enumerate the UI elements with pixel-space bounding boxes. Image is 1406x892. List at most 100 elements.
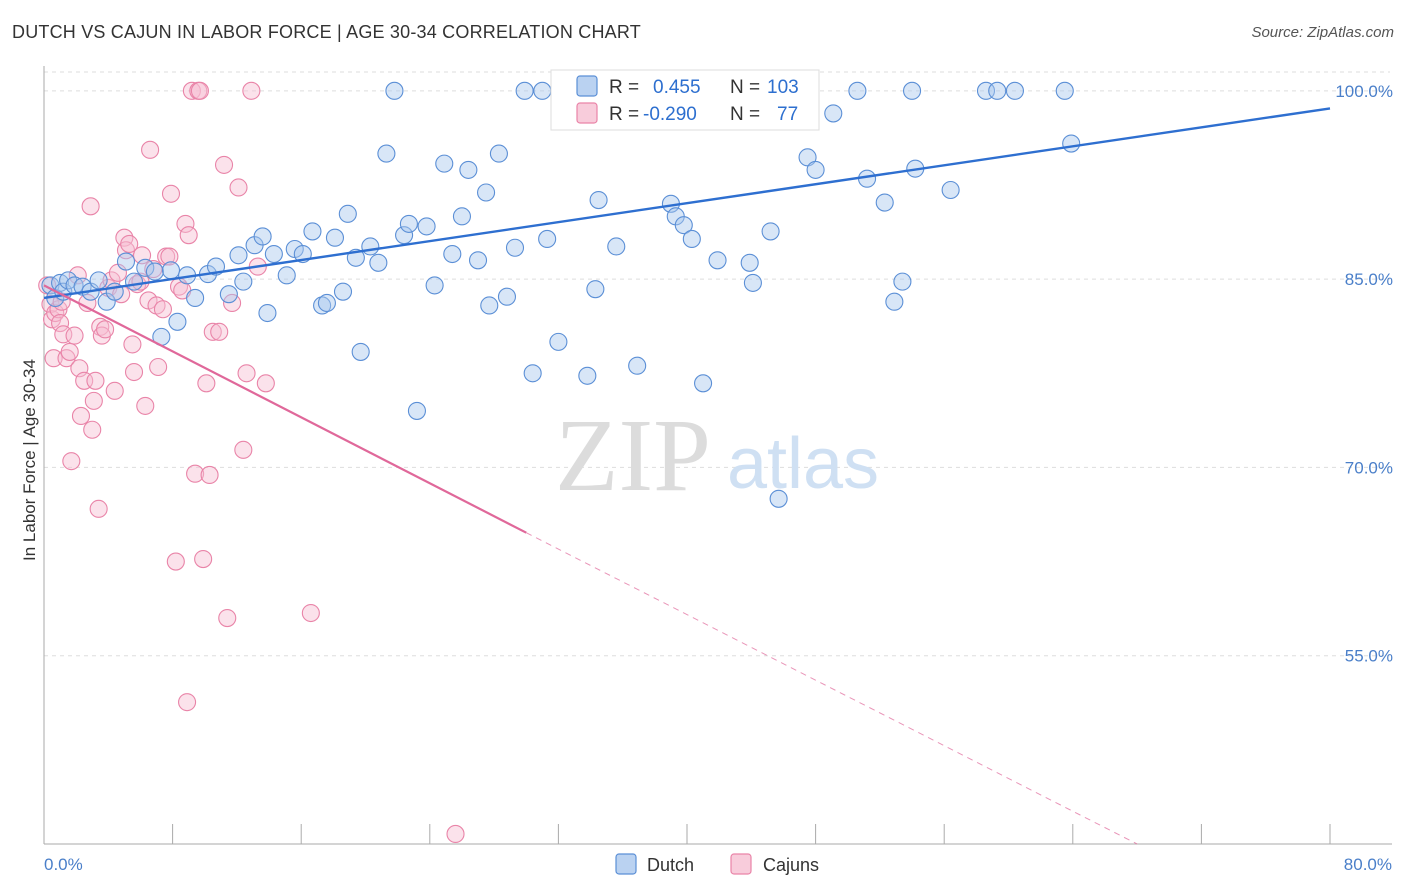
- dutch-point-24: [234, 272, 253, 291]
- legend-cajun-n-label: N =: [730, 104, 760, 125]
- dutch-point-42: [377, 144, 396, 163]
- dutch-point-35: [325, 228, 345, 247]
- cajun-point-19: [83, 420, 102, 439]
- dutch-point-14: [145, 262, 164, 281]
- dutch-point-45: [399, 214, 418, 233]
- dutch-point-94: [902, 81, 922, 100]
- cajun-point-34: [123, 335, 142, 354]
- cajun-point-68: [237, 364, 256, 383]
- dutch-point-59: [515, 81, 534, 100]
- cajun-point-6: [51, 314, 70, 333]
- dutch-point-17: [168, 312, 187, 331]
- cajun-point-45: [153, 300, 173, 319]
- dutch-point-101: [1062, 134, 1081, 153]
- dutch-point-41: [369, 253, 388, 272]
- dutch-point-40: [361, 237, 380, 256]
- cajun-point-3: [44, 349, 63, 368]
- cajun-point-13: [68, 266, 87, 285]
- legend-cajun-r-label: R =: [609, 104, 639, 125]
- dutch-point-8: [89, 271, 108, 290]
- cajun-point-58: [194, 550, 213, 569]
- dutch-point-28: [264, 244, 283, 264]
- cajun-point-52: [176, 214, 195, 233]
- x-tick-label-min: 0.0%: [44, 855, 83, 874]
- dutch-point-99: [1005, 81, 1024, 100]
- cajun-point-55: [186, 464, 205, 483]
- dutch-trend-line: [43, 107, 1331, 300]
- cajun-point-39: [136, 396, 155, 415]
- legend-dutch-n-label: N =: [730, 77, 760, 98]
- series-legend-dutch-label[interactable]: Dutch: [647, 855, 694, 875]
- dutch-point-26: [253, 227, 272, 246]
- chart-title: DUTCH VS CAJUN IN LABOR FORCE | AGE 30-3…: [12, 22, 641, 42]
- cajun-point-47: [160, 247, 179, 266]
- dutch-point-61: [533, 81, 552, 100]
- trend-layer: [43, 107, 1331, 845]
- dutch-point-91: [875, 193, 894, 212]
- series-legend-cajun-label[interactable]: Cajuns: [763, 855, 819, 875]
- series-legend-dutch-swatch[interactable]: [615, 853, 637, 875]
- dutch-point-72: [628, 356, 647, 375]
- cajun-point-66: [229, 178, 248, 197]
- dutch-point-82: [740, 253, 759, 272]
- legend-dutch-r-value: 0.455: [653, 77, 701, 98]
- dutch-point-47: [417, 217, 436, 236]
- y-tick-labels: 100.0% 85.0% 70.0% 55.0%: [1335, 82, 1393, 666]
- dutch-point-43: [385, 81, 404, 100]
- y-tick-label-2: 70.0%: [1345, 458, 1393, 477]
- dutch-point-52: [459, 160, 478, 179]
- dutch-point-96: [941, 180, 960, 200]
- correlation-legend: R = 0.455 N = 103 R = -0.290 N = 77: [550, 69, 820, 131]
- dutch-point-37: [338, 204, 357, 223]
- dutch-point-63: [549, 332, 568, 351]
- dutch-point-16: [161, 261, 181, 280]
- cajun-point-73: [178, 693, 197, 712]
- dutch-point-60: [523, 364, 542, 383]
- cajun-point-10: [60, 342, 79, 361]
- series-legend: Dutch Cajuns: [615, 853, 819, 875]
- dutch-points: [41, 81, 1081, 508]
- dutch-point-70: [607, 237, 626, 256]
- dutch-point-66: [578, 366, 597, 385]
- dutch-point-34: [317, 293, 336, 313]
- dutch-point-53: [468, 251, 488, 270]
- dutch-point-93: [893, 272, 912, 291]
- cajun-point-61: [203, 322, 222, 341]
- cajun-point-25: [96, 320, 115, 339]
- cajun-point-63: [214, 155, 234, 174]
- cajun-point-20: [84, 391, 103, 410]
- dutch-point-89: [824, 104, 843, 123]
- cajun-point-22: [89, 499, 108, 518]
- legend-cajun-n-value: 77: [777, 104, 798, 125]
- dutch-point-55: [480, 296, 499, 315]
- cajun-point-41: [141, 140, 160, 159]
- dutch-point-50: [443, 244, 462, 264]
- dutch-point-77: [674, 216, 693, 235]
- series-legend-cajun-swatch[interactable]: [730, 853, 752, 875]
- cajun-point-12: [65, 326, 84, 345]
- axis-layer: [43, 66, 1392, 845]
- cajun-point-72: [301, 603, 320, 623]
- cajun-point-53: [179, 226, 198, 245]
- cajun-point-33: [120, 234, 139, 254]
- dutch-point-51: [452, 207, 472, 226]
- cajun-point-71: [256, 374, 275, 393]
- dutch-point-56: [489, 144, 508, 163]
- dutch-point-39: [351, 342, 370, 361]
- cajun-points: [38, 81, 465, 844]
- cajun-point-62: [210, 322, 229, 341]
- cajun-point-64: [218, 608, 237, 628]
- dutch-point-13: [136, 258, 155, 277]
- cajun-point-28: [105, 381, 124, 400]
- dutch-point-33: [313, 296, 332, 315]
- cajun-point-18: [81, 197, 100, 216]
- dutch-point-23: [229, 246, 248, 265]
- cajun-point-21: [86, 371, 105, 390]
- dutch-point-12: [124, 272, 144, 291]
- dutch-point-100: [1055, 81, 1074, 100]
- cajun-point-15: [71, 406, 91, 425]
- watermark: ZIP atlas: [555, 398, 879, 513]
- dutch-point-54: [477, 183, 496, 202]
- legend-dutch-n-value: 103: [767, 77, 799, 98]
- dutch-point-68: [589, 190, 608, 210]
